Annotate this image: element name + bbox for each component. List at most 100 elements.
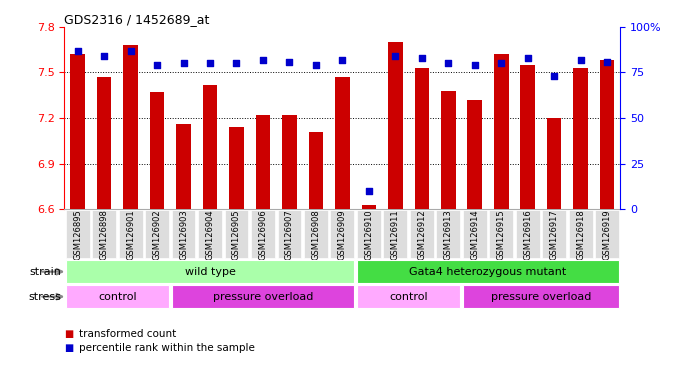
- Text: control: control: [389, 291, 428, 302]
- Bar: [468, 100, 482, 209]
- Text: percentile rank within the sample: percentile rank within the sample: [79, 343, 255, 353]
- FancyBboxPatch shape: [224, 210, 248, 258]
- Text: GSM126898: GSM126898: [100, 209, 108, 260]
- Point: [522, 55, 533, 61]
- Bar: [441, 91, 456, 209]
- Point: [496, 60, 506, 66]
- Text: GSM126915: GSM126915: [497, 209, 506, 260]
- FancyBboxPatch shape: [277, 210, 301, 258]
- FancyBboxPatch shape: [330, 210, 355, 258]
- FancyBboxPatch shape: [66, 210, 89, 258]
- FancyBboxPatch shape: [304, 210, 328, 258]
- Text: GSM126904: GSM126904: [205, 209, 214, 260]
- Text: GSM126903: GSM126903: [179, 209, 188, 260]
- FancyBboxPatch shape: [357, 260, 619, 283]
- Bar: [176, 124, 191, 209]
- Point: [363, 188, 374, 194]
- Bar: [361, 205, 376, 209]
- Text: GSM126901: GSM126901: [126, 209, 135, 260]
- Point: [258, 56, 268, 63]
- Point: [99, 53, 110, 59]
- Bar: [388, 42, 403, 209]
- Point: [284, 58, 295, 65]
- Text: stress: stress: [28, 291, 61, 302]
- Bar: [414, 68, 429, 209]
- Text: Gata4 heterozygous mutant: Gata4 heterozygous mutant: [410, 266, 567, 277]
- Point: [601, 58, 612, 65]
- FancyBboxPatch shape: [490, 210, 513, 258]
- Bar: [97, 77, 111, 209]
- Point: [575, 56, 586, 63]
- Bar: [123, 45, 138, 209]
- Text: GSM126910: GSM126910: [364, 209, 374, 260]
- Point: [416, 55, 427, 61]
- Text: GSM126917: GSM126917: [550, 209, 559, 260]
- Text: GSM126902: GSM126902: [153, 209, 161, 260]
- Point: [205, 60, 216, 66]
- FancyBboxPatch shape: [251, 210, 275, 258]
- FancyBboxPatch shape: [516, 210, 540, 258]
- FancyBboxPatch shape: [145, 210, 169, 258]
- Text: GSM126913: GSM126913: [444, 209, 453, 260]
- Bar: [494, 54, 508, 209]
- Bar: [150, 92, 164, 209]
- Text: GSM126908: GSM126908: [311, 209, 321, 260]
- Text: GSM126919: GSM126919: [603, 209, 612, 260]
- Point: [469, 62, 480, 68]
- Text: GSM126918: GSM126918: [576, 209, 585, 260]
- Point: [311, 62, 321, 68]
- FancyBboxPatch shape: [119, 210, 142, 258]
- Bar: [547, 118, 561, 209]
- Point: [73, 48, 83, 54]
- Point: [231, 60, 242, 66]
- FancyBboxPatch shape: [384, 210, 407, 258]
- Bar: [71, 54, 85, 209]
- FancyBboxPatch shape: [357, 210, 381, 258]
- Bar: [308, 132, 323, 209]
- Text: wild type: wild type: [184, 266, 235, 277]
- Text: GSM126895: GSM126895: [73, 209, 82, 260]
- Text: control: control: [98, 291, 137, 302]
- Point: [390, 53, 401, 59]
- Bar: [521, 65, 535, 209]
- Point: [178, 60, 189, 66]
- FancyBboxPatch shape: [198, 210, 222, 258]
- FancyBboxPatch shape: [463, 285, 619, 308]
- FancyBboxPatch shape: [463, 210, 487, 258]
- FancyBboxPatch shape: [357, 285, 460, 308]
- FancyBboxPatch shape: [66, 260, 355, 283]
- Text: GSM126912: GSM126912: [418, 209, 426, 260]
- Bar: [335, 77, 350, 209]
- Bar: [229, 127, 244, 209]
- FancyBboxPatch shape: [542, 210, 566, 258]
- Text: strain: strain: [29, 266, 61, 277]
- Text: GDS2316 / 1452689_at: GDS2316 / 1452689_at: [64, 13, 210, 26]
- Text: transformed count: transformed count: [79, 329, 176, 339]
- Point: [152, 62, 163, 68]
- Bar: [203, 84, 217, 209]
- Text: ■: ■: [64, 343, 74, 353]
- Text: GSM126907: GSM126907: [285, 209, 294, 260]
- FancyBboxPatch shape: [172, 285, 355, 308]
- Point: [337, 56, 348, 63]
- FancyBboxPatch shape: [437, 210, 460, 258]
- FancyBboxPatch shape: [66, 285, 169, 308]
- Text: ■: ■: [64, 329, 74, 339]
- Text: GSM126906: GSM126906: [258, 209, 267, 260]
- Text: pressure overload: pressure overload: [213, 291, 313, 302]
- Text: GSM126914: GSM126914: [471, 209, 479, 260]
- Point: [549, 73, 559, 79]
- FancyBboxPatch shape: [595, 210, 619, 258]
- FancyBboxPatch shape: [92, 210, 116, 258]
- Text: GSM126911: GSM126911: [391, 209, 400, 260]
- FancyBboxPatch shape: [569, 210, 593, 258]
- Bar: [574, 68, 588, 209]
- Bar: [600, 60, 614, 209]
- Text: GSM126909: GSM126909: [338, 209, 347, 260]
- Bar: [256, 115, 271, 209]
- Text: GSM126916: GSM126916: [523, 209, 532, 260]
- Point: [125, 48, 136, 54]
- Bar: [282, 115, 297, 209]
- FancyBboxPatch shape: [172, 210, 195, 258]
- FancyBboxPatch shape: [410, 210, 434, 258]
